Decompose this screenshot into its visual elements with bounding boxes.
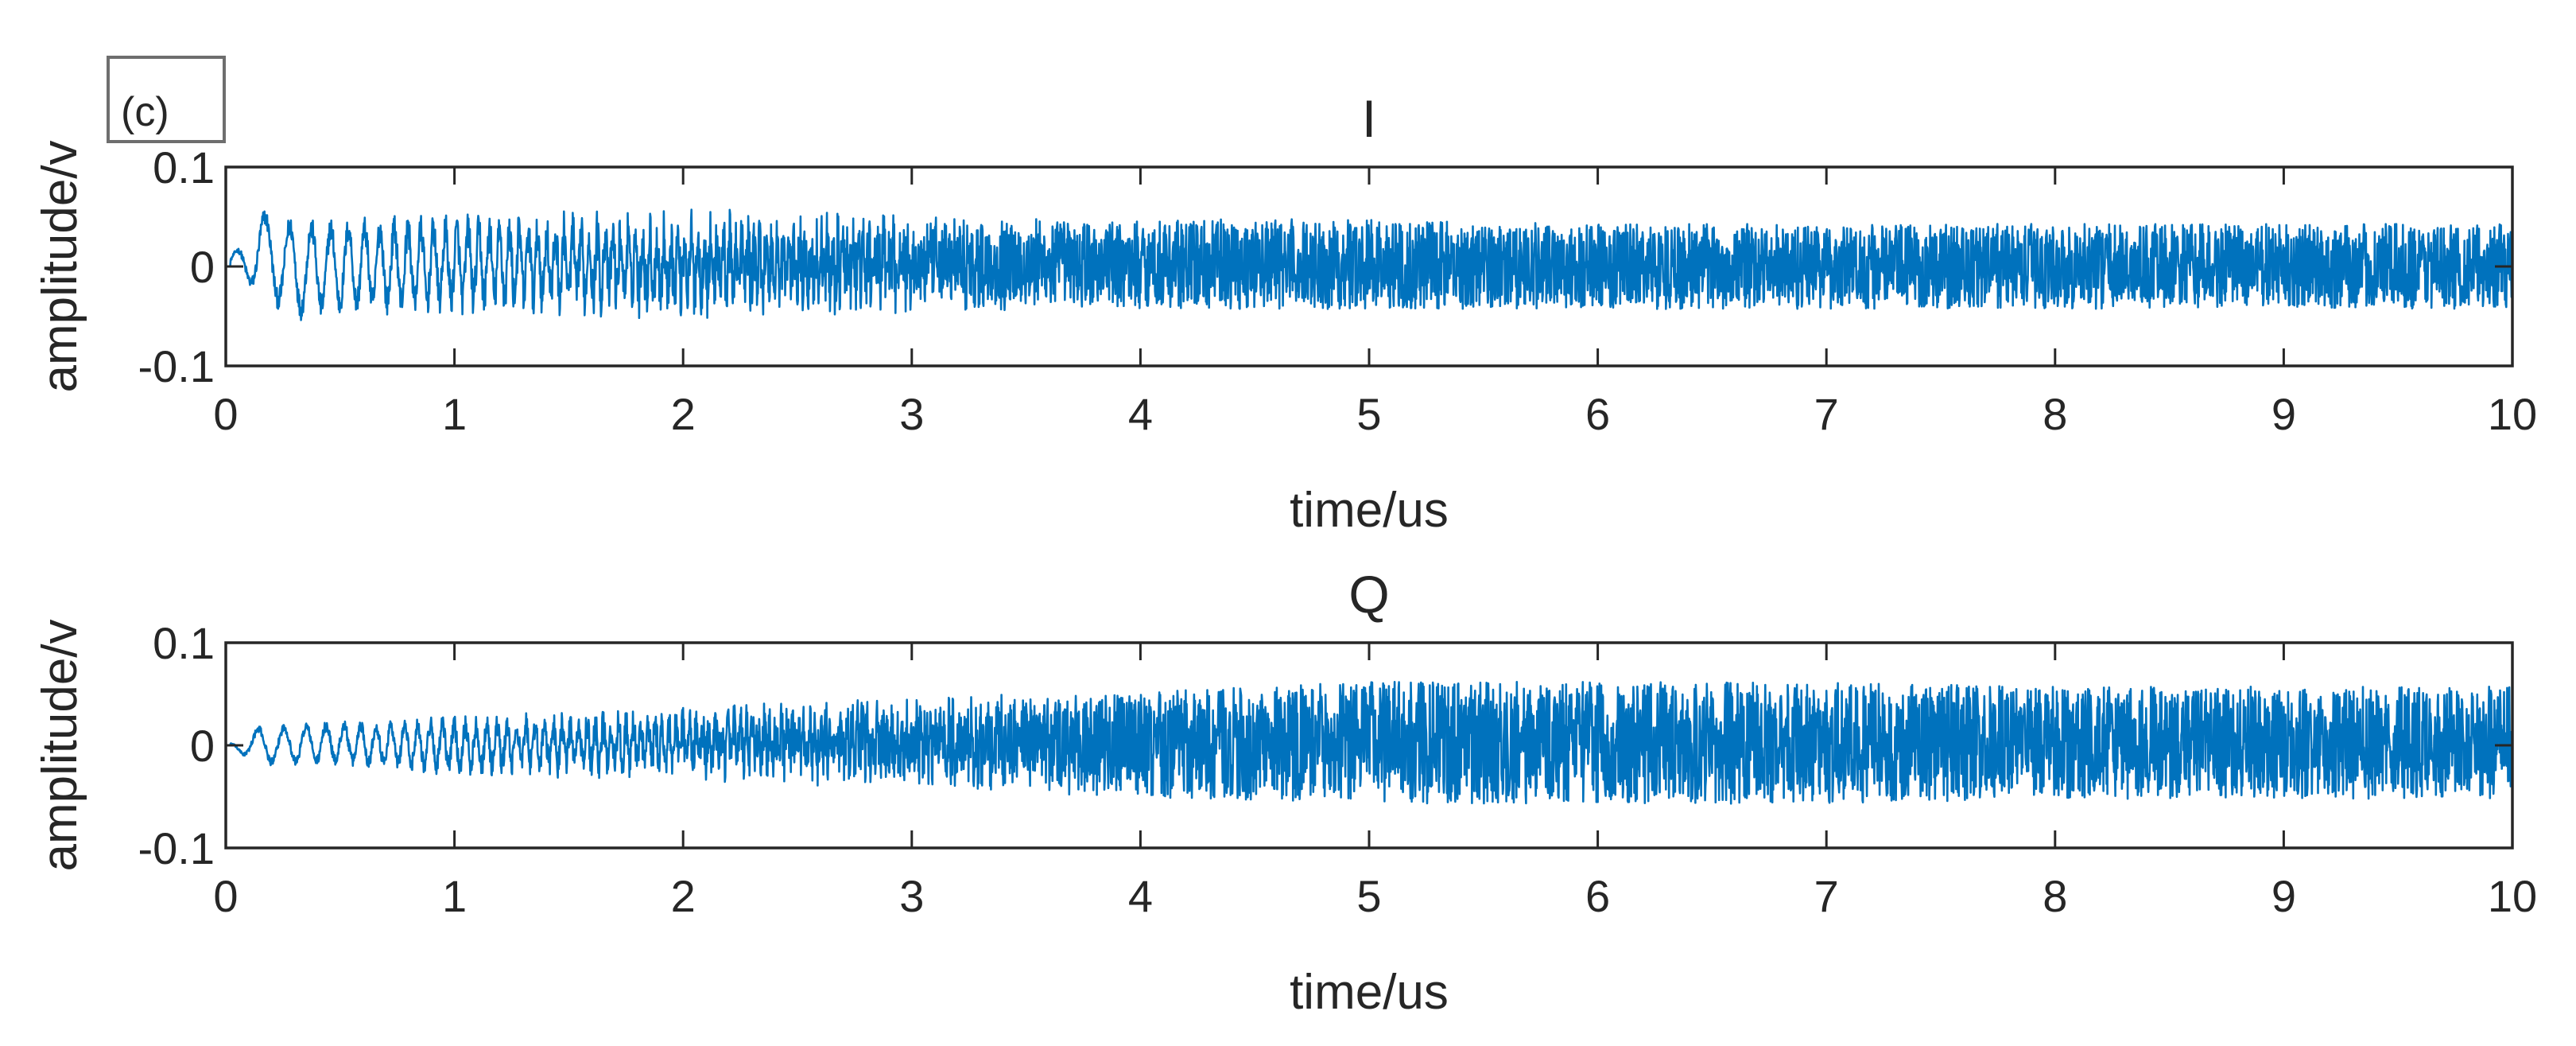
- plot-q: Q -0.100.1 0 1 2 3 4 5 6 7 8 9 10 time/us amplitud…: [33, 565, 2537, 1020]
- x-tick-label: 7: [1814, 389, 1839, 439]
- x-tick-label: 2: [671, 871, 696, 921]
- plot-q-x-ticks: 0 1 2 3 4 5 6 7 8 9 10: [213, 643, 2537, 921]
- x-tick-label: 1: [442, 871, 467, 921]
- plot-i-y-ticks: -0.1 0 0.1: [138, 142, 2512, 391]
- y-tick-label: 0.1: [153, 618, 215, 668]
- y-tick-label: 0: [190, 721, 215, 771]
- y-tick-label: 0: [190, 242, 215, 292]
- plot-i-title: I: [1362, 89, 1376, 148]
- x-tick-label: 4: [1128, 389, 1153, 439]
- x-tick-label: 3: [899, 389, 924, 439]
- x-tick-label: 3: [899, 871, 924, 921]
- x-tick-label: 8: [2043, 389, 2067, 439]
- x-tick-label: 8: [2043, 871, 2067, 921]
- x-tick-label: 6: [1585, 389, 1610, 439]
- plot-q-traces: [225, 681, 2514, 805]
- y-tick-label: -0.1: [138, 823, 215, 873]
- x-tick-label: 0: [213, 871, 238, 921]
- x-tick-label: 2: [671, 389, 696, 439]
- x-tick-label: 6: [1585, 871, 1610, 921]
- x-tick-label: 9: [2271, 871, 2296, 921]
- y-tick-label: 0.1: [153, 142, 215, 192]
- x-tick-label: 9: [2271, 389, 2296, 439]
- plot-i-traces: [225, 208, 2514, 321]
- x-tick-label: 10: [2488, 389, 2537, 439]
- plot-q-x-label: time/us: [1290, 965, 1449, 1020]
- plot-i-y-label: amplitude/v: [33, 140, 87, 392]
- panel-label-box: [107, 56, 226, 143]
- y-tick-label: -0.1: [138, 341, 215, 391]
- panel-label: (c): [107, 56, 226, 143]
- plot-q-y-ticks: -0.1 0 0.1: [138, 618, 2512, 873]
- signal-line: [225, 208, 2514, 321]
- x-tick-label: 0: [213, 389, 238, 439]
- x-tick-label: 4: [1128, 871, 1153, 921]
- x-tick-label: 1: [442, 389, 467, 439]
- plot-q-title: Q: [1348, 565, 1389, 624]
- plot-i-x-ticks: 0 1 2 3 4 5 6 7 8 9 10: [213, 167, 2537, 439]
- x-tick-label: 7: [1814, 871, 1839, 921]
- plot-i-x-label: time/us: [1290, 483, 1449, 538]
- x-tick-label: 5: [1356, 871, 1381, 921]
- plot-i: I -0.100.1 0 1 2 3 4 5 6 7 8 9 10 time/us amplitud…: [33, 89, 2537, 538]
- plot-q-y-label: amplitude/v: [33, 619, 87, 871]
- signal-line: [225, 681, 2514, 805]
- x-tick-label: 5: [1356, 389, 1381, 439]
- x-tick-label: 10: [2488, 871, 2537, 921]
- panel-label-text: (c): [121, 89, 169, 135]
